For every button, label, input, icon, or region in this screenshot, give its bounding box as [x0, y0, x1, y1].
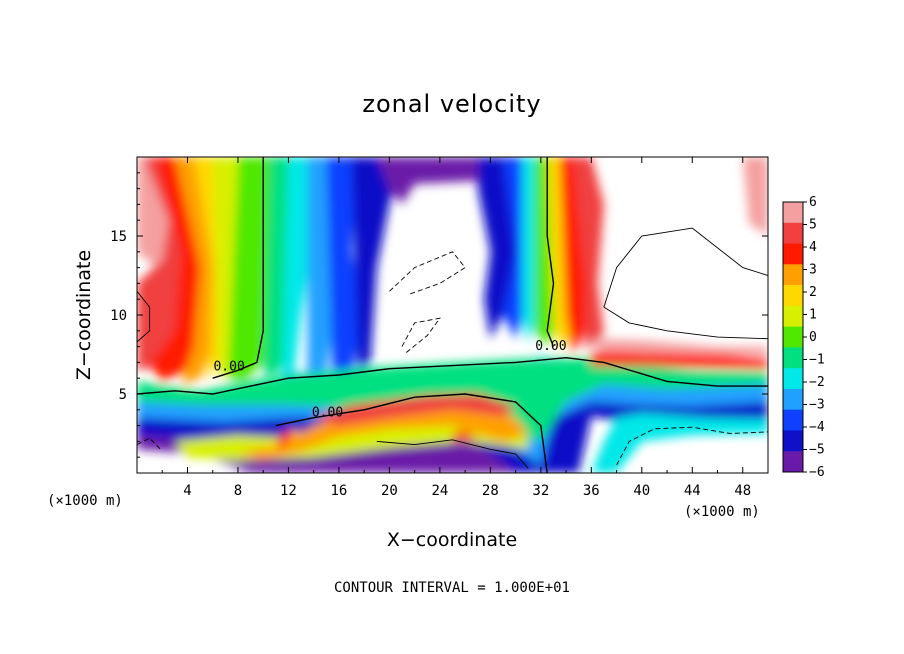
colorbar-swatch — [783, 368, 803, 390]
colorbar-label: 4 — [809, 240, 817, 255]
colorbar-swatch — [783, 451, 803, 473]
contour-label: 0.00 — [312, 405, 343, 420]
field-region — [326, 157, 365, 379]
x-tick-label: 36 — [583, 483, 600, 499]
colorbar-swatch — [783, 264, 803, 286]
field-region — [313, 394, 516, 426]
field-region — [742, 157, 768, 236]
x-axis-label: X−coordinate — [387, 529, 517, 551]
contour-interval-note: CONTOUR INTERVAL = 1.000E+01 — [334, 580, 570, 596]
x-tick-label: 8 — [234, 483, 242, 499]
colorbar-swatch — [783, 388, 803, 411]
contour-line — [389, 251, 466, 295]
field-region — [275, 428, 295, 450]
colorbar-label: −2 — [809, 375, 825, 390]
contour-line — [616, 426, 768, 466]
colorbar-swatch — [783, 409, 803, 431]
x-end-unit-label: (×1000 m) — [684, 504, 760, 520]
colorbar-label: −5 — [809, 443, 825, 458]
y-tick-label: 10 — [110, 308, 127, 324]
field-region — [376, 157, 491, 205]
contour-lines: 0.00 0.00 0.00 — [137, 157, 768, 473]
contour-line — [376, 439, 529, 469]
field-region — [174, 157, 213, 385]
field-region — [572, 157, 604, 350]
contour-line — [275, 393, 548, 473]
colorbar-label: 5 — [809, 218, 817, 233]
x-tick-label: 20 — [381, 483, 398, 499]
colorbar-label: 6 — [809, 195, 817, 210]
x-tick-label: 48 — [734, 483, 751, 499]
field-region — [238, 400, 529, 461]
y-axis-label: Z−coordinate — [73, 250, 95, 380]
y-tick-label: 5 — [119, 387, 127, 403]
velocity-field — [137, 157, 768, 473]
x-tick-label: 28 — [482, 483, 499, 499]
colorbar-label: 3 — [809, 263, 817, 278]
colorbar-swatch — [783, 326, 803, 348]
colorbar-label: 1 — [809, 308, 817, 323]
contour-line — [546, 157, 555, 347]
contour-label: 0.00 — [535, 339, 566, 354]
y-axis-ticks: 5 10 15 — [110, 172, 768, 458]
x-tick-label: 12 — [280, 483, 297, 499]
colorbar-swatch — [783, 305, 803, 328]
field-region — [591, 338, 768, 357]
colorbar-label: −6 — [809, 465, 825, 480]
x-tick-label: 40 — [633, 483, 650, 499]
colorbar-label: −3 — [809, 398, 825, 413]
colorbar-swatch — [783, 430, 803, 452]
colorbar-label: 0 — [809, 330, 817, 345]
field-region — [149, 157, 201, 382]
x-tick-label: 32 — [532, 483, 549, 499]
y-tick-label: 15 — [110, 229, 127, 245]
contour-label: 0.00 — [213, 360, 244, 375]
colorbar-label: 2 — [809, 285, 817, 300]
colorbar-swatch — [783, 222, 803, 245]
x-tick-label: 44 — [684, 483, 701, 499]
x-tick-label: 16 — [330, 483, 347, 499]
contour-line — [603, 227, 768, 308]
contour-line — [137, 291, 151, 343]
contour-line — [137, 437, 163, 452]
contour-line — [401, 317, 441, 354]
colorbar: 6 5 4 3 2 1 0 −1 −2 −3 −4 −5 −6 — [782, 195, 825, 480]
colorbar-label: −4 — [809, 420, 825, 435]
colorbar-swatch — [783, 347, 803, 369]
contour-line — [603, 306, 768, 340]
x-axis-ticks: 4 8 12 16 20 24 28 32 36 40 44 48 — [161, 157, 751, 499]
field-region — [591, 349, 768, 369]
contour-line — [212, 157, 264, 379]
x-tick-label: 24 — [431, 483, 448, 499]
x-tick-label: 4 — [183, 483, 191, 499]
field-region — [452, 430, 478, 442]
field-region — [591, 413, 768, 473]
contour-line — [137, 356, 768, 395]
chart-title: zonal velocity — [362, 90, 541, 118]
plot-area: 0.00 0.00 0.00 — [137, 157, 768, 473]
colorbar-swatch — [783, 243, 803, 265]
field-region — [351, 157, 402, 371]
colorbar-swatch — [783, 285, 803, 307]
x-origin-unit-label: (×1000 m) — [47, 493, 123, 509]
colorbar-swatch — [783, 202, 803, 224]
field-region — [282, 157, 314, 379]
colorbar-label: −1 — [809, 353, 825, 368]
